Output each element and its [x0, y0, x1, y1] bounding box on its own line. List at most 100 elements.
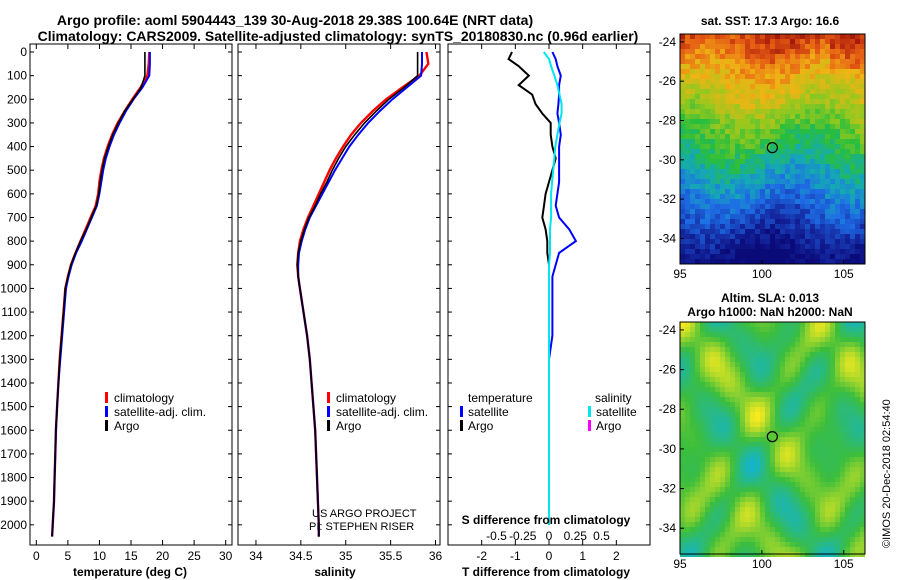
sla-pixel: [710, 382, 715, 387]
sst-pixel: [845, 74, 850, 79]
sla-pixel: [820, 362, 825, 367]
sst-pixel: [710, 194, 715, 199]
sla-pixel: [715, 342, 720, 347]
sst-pixel: [835, 154, 840, 159]
sst-pixel: [855, 94, 860, 99]
sst-pixel: [715, 144, 720, 149]
sst-pixel: [780, 159, 785, 164]
sla-pixel: [725, 402, 730, 407]
sst-pixel: [830, 104, 835, 109]
sst-pixel: [720, 144, 725, 149]
sla-pixel: [725, 487, 730, 492]
sla-pixel: [755, 542, 760, 547]
sla-pixel: [720, 547, 725, 552]
sla-pixel: [835, 487, 840, 492]
sst-pixel: [860, 244, 865, 249]
sla-pixel: [850, 322, 855, 327]
sla-pixel: [685, 527, 690, 532]
sla-pixel: [750, 342, 755, 347]
sla-pixel: [855, 472, 860, 477]
sst-pixel: [850, 74, 855, 79]
sla-pixel: [725, 507, 730, 512]
sst-pixel: [860, 84, 865, 89]
sst-pixel: [715, 159, 720, 164]
sla-pixel: [770, 402, 775, 407]
sst-pixel: [845, 229, 850, 234]
sla-pixel: [810, 407, 815, 412]
sla-pixel: [850, 387, 855, 392]
sla-pixel: [720, 352, 725, 357]
sla-pixel: [810, 327, 815, 332]
sst-pixel: [740, 204, 745, 209]
sla-pixel: [755, 337, 760, 342]
sla-pixel: [715, 547, 720, 552]
sst-pixel: [705, 39, 710, 44]
sla-pixel: [680, 332, 685, 337]
sla-pixel: [805, 357, 810, 362]
sla-pixel: [860, 347, 865, 352]
sst-pixel: [695, 144, 700, 149]
sst-pixel: [695, 174, 700, 179]
temperature-series: [50, 51, 151, 537]
sla-pixel: [845, 477, 850, 482]
sst-pixel: [860, 229, 865, 234]
sla-pixel: [770, 432, 775, 437]
sla-pixel: [825, 487, 830, 492]
sla-pixel: [720, 347, 725, 352]
sst-pixel: [825, 224, 830, 229]
sst-pixel: [730, 79, 735, 84]
credit-line-2: PI: STEPHEN RISER: [309, 521, 414, 533]
sla-pixel: [815, 522, 820, 527]
sla-pixel: [800, 462, 805, 467]
sla-pixel: [720, 367, 725, 372]
sst-pixel: [770, 129, 775, 134]
sst-pixel: [855, 44, 860, 49]
sla-pixel: [800, 437, 805, 442]
sst-pixel: [705, 64, 710, 69]
sla-pixel: [695, 407, 700, 412]
sst-pixel: [860, 44, 865, 49]
sst-pixel: [795, 224, 800, 229]
sla-pixel: [745, 387, 750, 392]
sst-pixel: [705, 184, 710, 189]
sst-pixel: [705, 239, 710, 244]
sla-pixel: [735, 512, 740, 517]
sla-pixel: [760, 522, 765, 527]
sla-pixel: [750, 422, 755, 427]
sst-pixel: [800, 259, 805, 264]
sla-pixel: [840, 522, 845, 527]
sst-pixel: [685, 44, 690, 49]
sst-pixel: [810, 84, 815, 89]
sst-pixel: [740, 84, 745, 89]
legend-title-salinity: salinity: [595, 391, 632, 405]
sst-pixel: [740, 234, 745, 239]
sst-pixel: [810, 79, 815, 84]
sst-pixel: [690, 94, 695, 99]
sla-pixel: [695, 477, 700, 482]
sla-pixel: [785, 447, 790, 452]
sla-pixel: [780, 537, 785, 542]
sla-pixel: [695, 482, 700, 487]
sla-pixel: [825, 362, 830, 367]
sla-pixel: [810, 542, 815, 547]
sla-pixel: [780, 452, 785, 457]
sla-pixel: [730, 532, 735, 537]
sla-pixel: [820, 387, 825, 392]
sla-pixel: [815, 442, 820, 447]
sla-pixel: [685, 342, 690, 347]
sla-pixel: [750, 442, 755, 447]
sla-pixel: [840, 382, 845, 387]
sst-pixel: [735, 159, 740, 164]
sla-pixel: [725, 327, 730, 332]
sst-pixel: [860, 104, 865, 109]
sst-pixel: [765, 69, 770, 74]
sst-pixel: [840, 224, 845, 229]
sla-pixel: [800, 427, 805, 432]
sla-pixel: [710, 512, 715, 517]
sst-pixel: [715, 154, 720, 159]
sla-pixel: [770, 537, 775, 542]
sla-pixel: [845, 517, 850, 522]
sst-pixel: [820, 84, 825, 89]
sst-pixel: [745, 184, 750, 189]
sst-pixel: [850, 114, 855, 119]
